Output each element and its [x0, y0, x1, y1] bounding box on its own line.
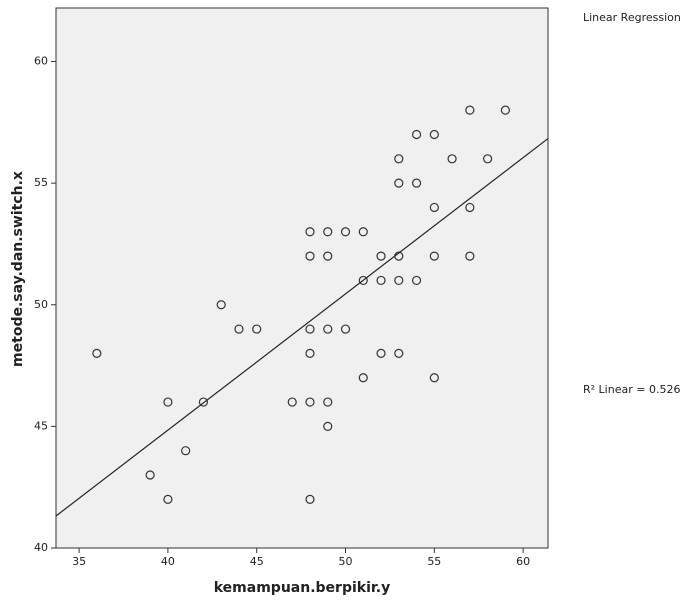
- point: [394, 178, 404, 188]
- y-tick-label: 55: [34, 176, 48, 189]
- point: [394, 348, 404, 359]
- point: [447, 154, 457, 164]
- point: [323, 324, 333, 334]
- point: [358, 275, 368, 286]
- point: [145, 470, 155, 480]
- point: [394, 275, 404, 286]
- point: [163, 397, 173, 407]
- point: [198, 397, 209, 407]
- fit-line: [55, 138, 549, 517]
- point: [376, 348, 386, 359]
- x-tick-label: 35: [72, 555, 86, 568]
- point: [411, 275, 422, 286]
- point: [376, 275, 386, 286]
- point: [305, 324, 315, 334]
- point: [376, 251, 386, 261]
- y-tick-label: 50: [34, 298, 48, 311]
- point: [323, 251, 333, 261]
- y-tick-label: 45: [34, 419, 48, 432]
- point: [252, 324, 262, 334]
- point: [216, 300, 226, 310]
- point: [305, 227, 315, 237]
- point: [323, 421, 333, 431]
- point: [429, 129, 439, 140]
- x-axis-title: kemampuan.berpikir.y: [214, 580, 390, 596]
- point: [429, 251, 439, 261]
- point: [305, 494, 315, 504]
- y-tick-label: 40: [34, 541, 48, 554]
- point: [358, 227, 368, 237]
- point: [305, 251, 315, 261]
- point: [340, 324, 351, 334]
- x-tick-label: 40: [161, 555, 175, 568]
- point: [92, 348, 102, 359]
- point: [323, 227, 333, 237]
- point: [394, 154, 404, 164]
- point: [429, 373, 439, 383]
- y-tick-label: 60: [34, 55, 48, 68]
- point: [163, 494, 173, 504]
- point: [358, 373, 368, 383]
- point: [305, 348, 315, 359]
- point: [465, 202, 475, 213]
- point: [340, 227, 351, 237]
- x-tick-label: 45: [250, 555, 264, 568]
- point: [411, 129, 422, 140]
- point: [465, 251, 475, 261]
- fit-label: R² Linear = 0.526: [583, 383, 680, 396]
- x-tick-label: 60: [516, 555, 530, 568]
- point: [234, 324, 244, 334]
- y-axis-title: metode.say.dan.switch.x: [10, 171, 26, 367]
- legend-title: Linear Regression: [583, 11, 681, 24]
- point: [465, 105, 475, 115]
- x-tick-label: 55: [427, 555, 441, 568]
- point: [500, 105, 510, 115]
- point: [323, 397, 333, 407]
- point: [411, 178, 422, 188]
- x-tick-label: 50: [339, 555, 353, 568]
- point: [483, 154, 493, 164]
- point: [305, 397, 315, 407]
- point: [287, 397, 297, 407]
- point: [429, 202, 439, 213]
- point: [181, 446, 191, 456]
- plot-area: [55, 7, 549, 549]
